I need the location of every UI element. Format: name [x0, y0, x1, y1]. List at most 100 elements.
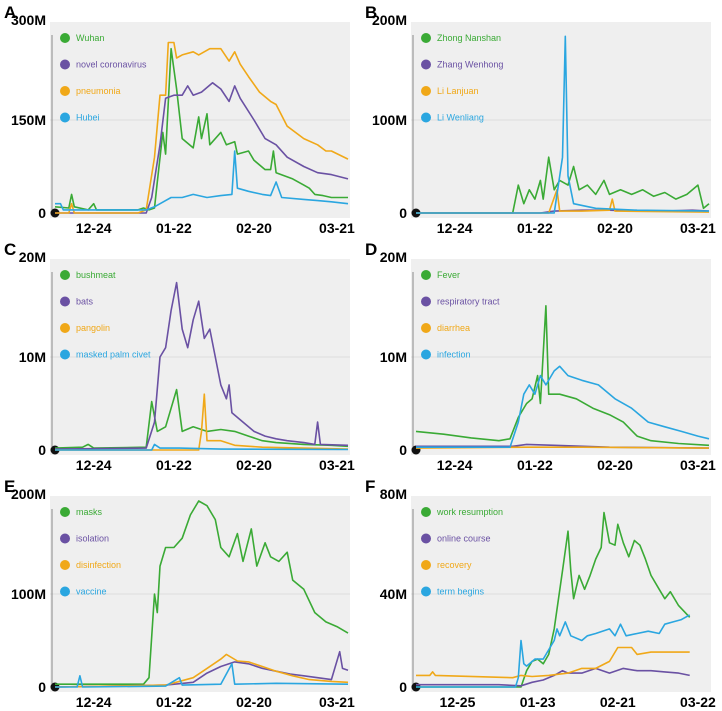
- x-tick-label: 02-20: [597, 220, 633, 236]
- y-tick-label: 20M: [380, 249, 407, 265]
- y-tick-label: 300M: [11, 12, 46, 28]
- legend-label: Li Lanjuan: [437, 86, 479, 96]
- y-tick-label: 0: [38, 205, 46, 221]
- y-tick-label: 100M: [372, 112, 407, 128]
- panel-label: B: [365, 3, 377, 22]
- legend-marker: [60, 533, 70, 544]
- panel-f: F 0 40M 80M 12-25 01-23 02-21 03-22 work resumpt…: [361, 474, 722, 711]
- x-tick-label: 12-25: [440, 694, 476, 710]
- legend-marker: [60, 112, 70, 123]
- y-tick-label: 200M: [372, 12, 407, 28]
- x-tick-label: 02-20: [236, 457, 272, 473]
- series-line-fever: [415, 305, 710, 447]
- x-tick-label: 03-21: [319, 220, 355, 236]
- legend-marker: [60, 86, 70, 96]
- legend-label: novel coronavirus: [76, 60, 147, 70]
- y-tick-label: 10M: [19, 349, 46, 365]
- legend-marker: [421, 560, 431, 570]
- x-tick-label: 02-20: [597, 457, 633, 473]
- legend-marker: [60, 33, 70, 43]
- series-line-masks: [55, 500, 349, 685]
- x-tick-label: 01-23: [520, 694, 556, 710]
- legend-marker: [60, 59, 70, 70]
- legend-marker: [421, 533, 431, 544]
- series-line-work-resumption: [416, 511, 691, 688]
- legend-label: Li Wenliang: [437, 113, 484, 123]
- series-line-online-course: [416, 667, 690, 687]
- y-tick-label: 80M: [380, 486, 407, 502]
- x-tick-label: 03-22: [680, 694, 716, 710]
- x-tick-label: 12-24: [76, 694, 112, 710]
- series-line-masked-palm-civet: [55, 443, 349, 451]
- legend-label: disinfection: [76, 560, 121, 570]
- x-tick-label: 02-20: [236, 694, 272, 710]
- series-line-vaccine: [55, 663, 349, 688]
- legend-marker: [60, 349, 70, 360]
- legend-marker: [421, 349, 431, 360]
- panel-label: E: [4, 477, 15, 496]
- legend-marker: [60, 586, 70, 597]
- legend-label: bushmeat: [76, 270, 116, 280]
- series-line-li-wenliang: [416, 35, 710, 214]
- x-tick-label: 12-24: [76, 220, 112, 236]
- legend-label: vaccine: [76, 587, 107, 597]
- series-line-recovery: [416, 646, 690, 679]
- series-line-infection: [416, 365, 710, 448]
- panel-label: D: [365, 240, 377, 259]
- legend-marker: [60, 270, 70, 280]
- legend-marker: [421, 296, 431, 307]
- y-tick-label: 40M: [380, 586, 407, 602]
- panel-label: A: [4, 3, 16, 22]
- y-tick-label: 0: [38, 679, 46, 695]
- legend-label: pneumonia: [76, 86, 121, 96]
- y-tick-label: 0: [399, 679, 407, 695]
- legend-marker: [60, 296, 70, 307]
- x-tick-label: 03-21: [319, 694, 355, 710]
- y-tick-label: 200M: [11, 486, 46, 502]
- y-tick-label: 0: [399, 442, 407, 458]
- y-tick-label: 20M: [19, 249, 46, 265]
- y-tick-label: 0: [399, 205, 407, 221]
- panel-e: E 0 100M 200M 12-24 01-22 02-20 03-21 masks isola…: [0, 474, 361, 711]
- legend-marker: [421, 112, 431, 123]
- legend-label: masked palm civet: [76, 350, 151, 360]
- legend-marker: [421, 33, 431, 43]
- panel-label: C: [4, 240, 16, 259]
- legend-marker: [421, 86, 431, 96]
- x-tick-label: 01-22: [517, 457, 553, 473]
- x-tick-label: 01-22: [156, 220, 192, 236]
- series-line-novel-coronavirus: [55, 82, 349, 214]
- legend-label: pangolin: [76, 323, 110, 333]
- x-tick-label: 01-22: [156, 457, 192, 473]
- legend-label: Zhang Wenhong: [437, 60, 503, 70]
- x-tick-label: 03-21: [319, 457, 355, 473]
- y-tick-label: 0: [38, 442, 46, 458]
- legend-label: isolation: [76, 534, 109, 544]
- x-tick-label: 02-21: [600, 694, 636, 710]
- series-line-term-begins: [416, 614, 691, 688]
- x-tick-label: 12-24: [437, 220, 473, 236]
- legend-marker: [60, 323, 70, 333]
- legend-label: bats: [76, 297, 94, 307]
- series-line-zhong-nanshan: [416, 156, 710, 214]
- panel-a: A 0 150M 300M 12-24 01-22 02-20 03-21 Wuhan novel…: [0, 0, 361, 237]
- x-tick-label: 02-20: [236, 220, 272, 236]
- legend-marker: [421, 323, 431, 333]
- panel-c: C 0 10M 20M 12-24 01-22 02-20 03-21 bushmeat bats…: [0, 237, 361, 474]
- series-line-li-lanjuan: [416, 189, 710, 214]
- x-tick-label: 03-21: [680, 457, 716, 473]
- legend-label: Fever: [437, 270, 460, 280]
- legend-marker: [421, 59, 431, 70]
- legend-label: term begins: [437, 587, 485, 597]
- legend-marker: [60, 507, 70, 517]
- legend-marker: [421, 507, 431, 517]
- legend-label: respiratory tract: [437, 297, 500, 307]
- panel-label: F: [365, 477, 375, 496]
- legend-marker: [421, 270, 431, 280]
- x-tick-label: 01-22: [517, 220, 553, 236]
- legend-label: work resumption: [436, 507, 503, 517]
- legend-label: recovery: [437, 560, 472, 570]
- legend-label: online course: [437, 534, 491, 544]
- x-tick-label: 12-24: [76, 457, 112, 473]
